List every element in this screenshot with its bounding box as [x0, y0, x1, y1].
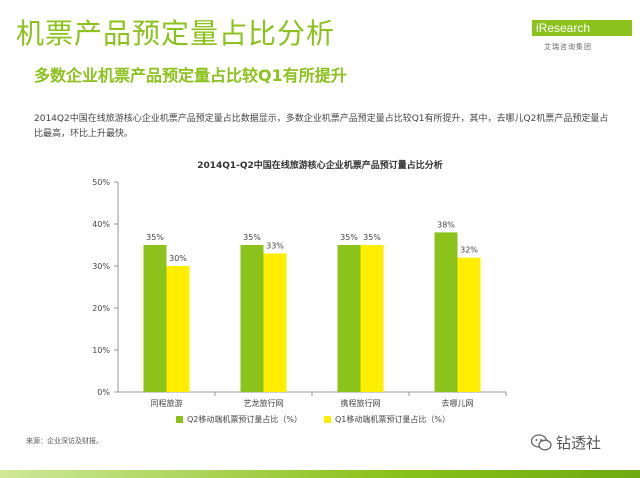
data-label: 33% [266, 241, 284, 250]
page-title: 机票产品预定量占比分析 [16, 17, 336, 50]
legend-swatch [176, 416, 183, 423]
bar-q1 [166, 266, 190, 392]
legend-swatch [324, 416, 331, 423]
logo-brand-text: iResearch [532, 20, 632, 36]
x-tick-label: 去哪儿网 [442, 398, 474, 408]
data-label: 35% [243, 233, 261, 242]
bar-q2 [240, 245, 264, 392]
y-tick-label: 30% [92, 262, 110, 271]
bar-q1 [457, 257, 481, 392]
y-tick-label: 20% [92, 304, 110, 313]
bar-q2 [434, 232, 458, 392]
wechat-icon [530, 434, 552, 451]
logo-brand-cn: 艾瑞咨询集团 [544, 43, 592, 51]
data-label: 35% [363, 233, 381, 242]
description-text: 2014Q2中国在线旅游核心企业机票产品预定量占比数据显示，多数企业机票产品预定… [34, 114, 609, 139]
page-subtitle: 多数企业机票产品预定量占比较Q1有所提升 [34, 66, 347, 85]
bar-q2 [337, 245, 361, 392]
watermark-text: 钻透社 [556, 434, 602, 452]
y-tick-label: 40% [92, 220, 110, 229]
data-label: 35% [340, 233, 358, 242]
data-label: 32% [460, 246, 478, 255]
watermark: 钻透社 [530, 430, 630, 454]
y-tick-label: 50% [92, 178, 110, 187]
bottom-accent-bar [0, 470, 640, 478]
legend-label: Q1移动端机票预订量占比（%） [335, 414, 450, 424]
chart-title: 2014Q1-Q2中国在线旅游核心企业机票产品预订量占比分析 [197, 161, 443, 171]
data-label: 38% [437, 220, 455, 229]
y-tick-label: 10% [92, 346, 110, 355]
data-label: 35% [146, 233, 164, 242]
x-tick-label: 艺龙旅行网 [244, 398, 284, 408]
bar-q1 [360, 245, 384, 392]
iresearch-logo: iResearch 艾瑞咨询集团 [532, 20, 632, 60]
bar-q2 [143, 245, 167, 392]
source-note: 来源：企业深访及财报。 [26, 437, 103, 445]
x-tick-label: 携程旅行网 [341, 398, 381, 408]
legend-label: Q2移动端机票预订量占比（%） [187, 414, 302, 424]
x-tick-label: 同程旅游 [151, 398, 183, 408]
data-label: 30% [169, 254, 187, 263]
bar-q1 [263, 253, 287, 392]
y-tick-label: 0% [97, 388, 110, 397]
